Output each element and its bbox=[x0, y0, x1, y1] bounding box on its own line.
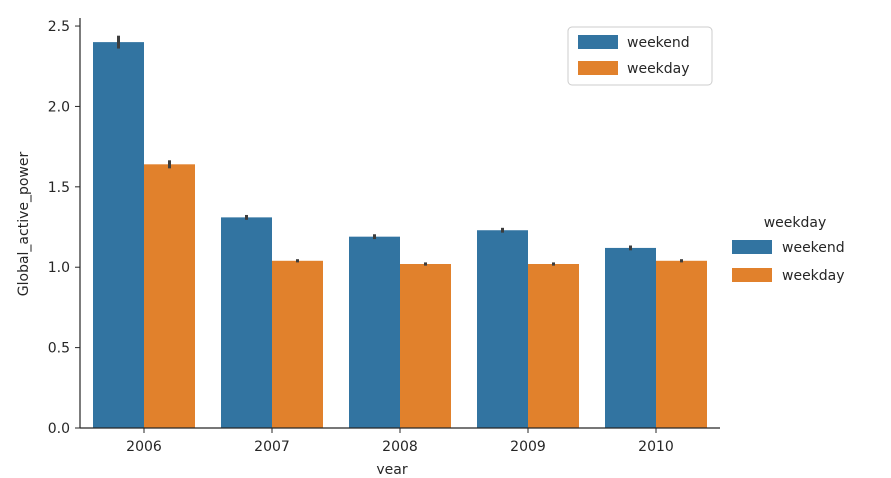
x-ticks-layer: 2006 2007 2008 2009 2010 bbox=[126, 428, 674, 455]
legend-inside: weekend weekday bbox=[567, 26, 713, 86]
legend-inside-label-weekday: weekday bbox=[627, 61, 690, 77]
legend-inside-swatch-weekday bbox=[578, 61, 618, 75]
legend-outside-label-weekend: weekend bbox=[782, 240, 845, 256]
legend-inside-label-weekend: weekend bbox=[627, 35, 690, 51]
legend-outside-swatch-weekday bbox=[732, 268, 772, 282]
x-tick-label-2008: 2008 bbox=[382, 439, 418, 455]
bars-layer bbox=[93, 42, 707, 428]
legend-outside-label-weekday: weekday bbox=[782, 268, 845, 284]
x-tick-label-2007: 2007 bbox=[254, 439, 290, 455]
error-bars-layer bbox=[117, 35, 683, 266]
legend-inside-swatch-weekend bbox=[578, 35, 618, 49]
bar-weekday-2006 bbox=[144, 164, 195, 428]
y-tick-label-2.5: 2.5 bbox=[48, 19, 70, 35]
bar-weekend-2007 bbox=[221, 217, 272, 428]
legend-outside: weekday weekend weekday bbox=[732, 215, 845, 284]
legend-outside-title: weekday bbox=[764, 215, 827, 231]
y-tick-label-2.0: 2.0 bbox=[48, 99, 70, 115]
y-tick-label-1.0: 1.0 bbox=[48, 260, 70, 276]
y-axis-label: Global_active_power bbox=[16, 152, 32, 297]
y-ticks-layer: 0.0 0.5 1.0 1.5 2.0 2.5 bbox=[48, 19, 80, 437]
y-tick-label-0.5: 0.5 bbox=[48, 341, 70, 357]
bar-weekday-2009 bbox=[528, 264, 579, 428]
bar-weekday-2007 bbox=[272, 260, 323, 428]
legend-outside-swatch-weekend bbox=[732, 240, 772, 254]
y-tick-label-1.5: 1.5 bbox=[48, 180, 70, 196]
y-tick-label-0.0: 0.0 bbox=[48, 421, 70, 437]
bar-weekend-2008 bbox=[349, 236, 400, 428]
bar-weekday-2010 bbox=[656, 260, 707, 428]
x-tick-label-2010: 2010 bbox=[638, 439, 674, 455]
x-tick-label-2006: 2006 bbox=[126, 439, 162, 455]
bar-weekday-2008 bbox=[400, 264, 451, 428]
bar-weekend-2010 bbox=[605, 247, 656, 428]
bar-weekend-2009 bbox=[477, 230, 528, 428]
x-axis-label: year bbox=[376, 462, 407, 474]
bar-weekend-2006 bbox=[93, 42, 144, 428]
x-tick-label-2009: 2009 bbox=[510, 439, 546, 455]
